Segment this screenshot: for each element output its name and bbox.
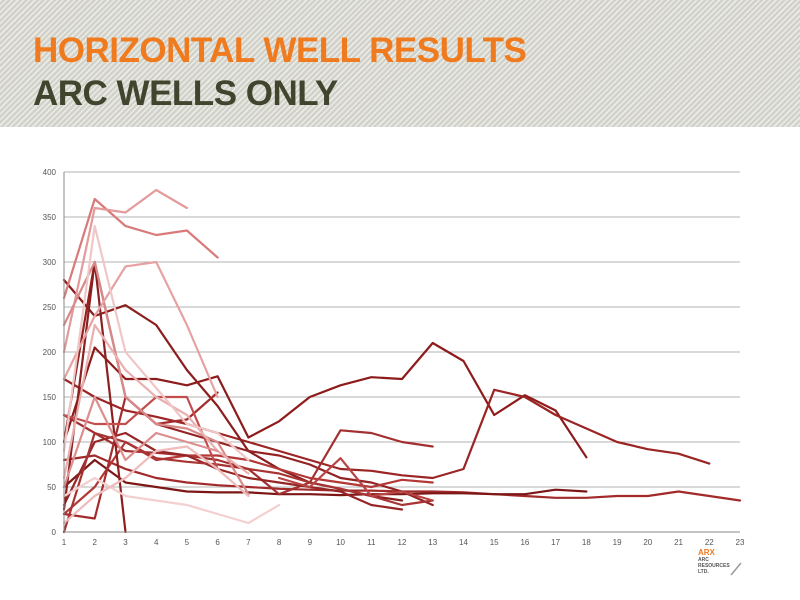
- x-tick-label: 12: [398, 538, 407, 547]
- series-line-1: [62, 341, 588, 459]
- series-line-22: [62, 445, 250, 525]
- page-subtitle: ARC WELLS ONLY: [33, 74, 338, 113]
- company-logo: ARX ARC RESOURCES LTD.: [698, 548, 746, 584]
- gridlines: [64, 171, 740, 488]
- x-tick-label: 17: [551, 538, 560, 547]
- logo-slash-icon: [730, 562, 742, 576]
- series-line-23: [62, 395, 219, 489]
- y-tick-label: 400: [43, 168, 57, 177]
- x-tick-label: 11: [367, 538, 376, 547]
- x-tick-label: 8: [277, 538, 282, 547]
- x-tick-label: 7: [246, 538, 251, 547]
- series-line-4: [62, 458, 588, 497]
- x-tick-label: 13: [428, 538, 437, 547]
- x-tick-label: 9: [308, 538, 313, 547]
- series-line-15: [62, 197, 219, 300]
- y-tick-label: 300: [43, 258, 57, 267]
- x-tick-label: 21: [674, 538, 683, 547]
- logo-wordmark: ARX: [698, 548, 715, 557]
- page-title: HORIZONTAL WELL RESULTS: [33, 31, 527, 70]
- x-tick-label: 2: [93, 538, 98, 547]
- x-tick-label: 16: [520, 538, 529, 547]
- series-line-9: [62, 431, 404, 511]
- x-tick-label: 15: [490, 538, 499, 547]
- y-tick-label: 250: [43, 303, 57, 312]
- y-tick-label: 50: [47, 483, 56, 492]
- x-tick-label: 1: [62, 538, 67, 547]
- y-tick-label: 350: [43, 213, 57, 222]
- series-line-13: [278, 457, 434, 502]
- series-line-17: [62, 260, 250, 496]
- x-tick-label: 18: [582, 538, 591, 547]
- x-tick-label: 19: [613, 538, 622, 547]
- x-tick-label: 5: [185, 538, 190, 547]
- x-tick-label: 6: [215, 538, 220, 547]
- y-tick-label: 200: [43, 348, 57, 357]
- x-tick-label: 3: [123, 538, 128, 547]
- series-line-16: [62, 188, 188, 354]
- series-lines: [62, 188, 742, 534]
- y-tick-label: 0: [52, 528, 57, 537]
- series-line-2: [62, 377, 711, 480]
- header-banner: HORIZONTAL WELL RESULTS ARC WELLS ONLY: [0, 0, 800, 127]
- series-line-21: [62, 476, 281, 525]
- logo-tagline: ARC RESOURCES LTD.: [698, 557, 730, 575]
- y-tick-label: 100: [43, 438, 57, 447]
- x-tick-label: 22: [705, 538, 714, 547]
- series-line-18: [62, 260, 219, 399]
- axes: [63, 172, 740, 533]
- x-tick-label: 14: [459, 538, 468, 547]
- x-tick-label: 4: [154, 538, 159, 547]
- y-tick-label: 150: [43, 393, 57, 402]
- x-tick-label: 10: [336, 538, 345, 547]
- x-tick-label: 23: [736, 538, 745, 547]
- x-tick-label: 20: [643, 538, 652, 547]
- series-line-20: [62, 224, 250, 462]
